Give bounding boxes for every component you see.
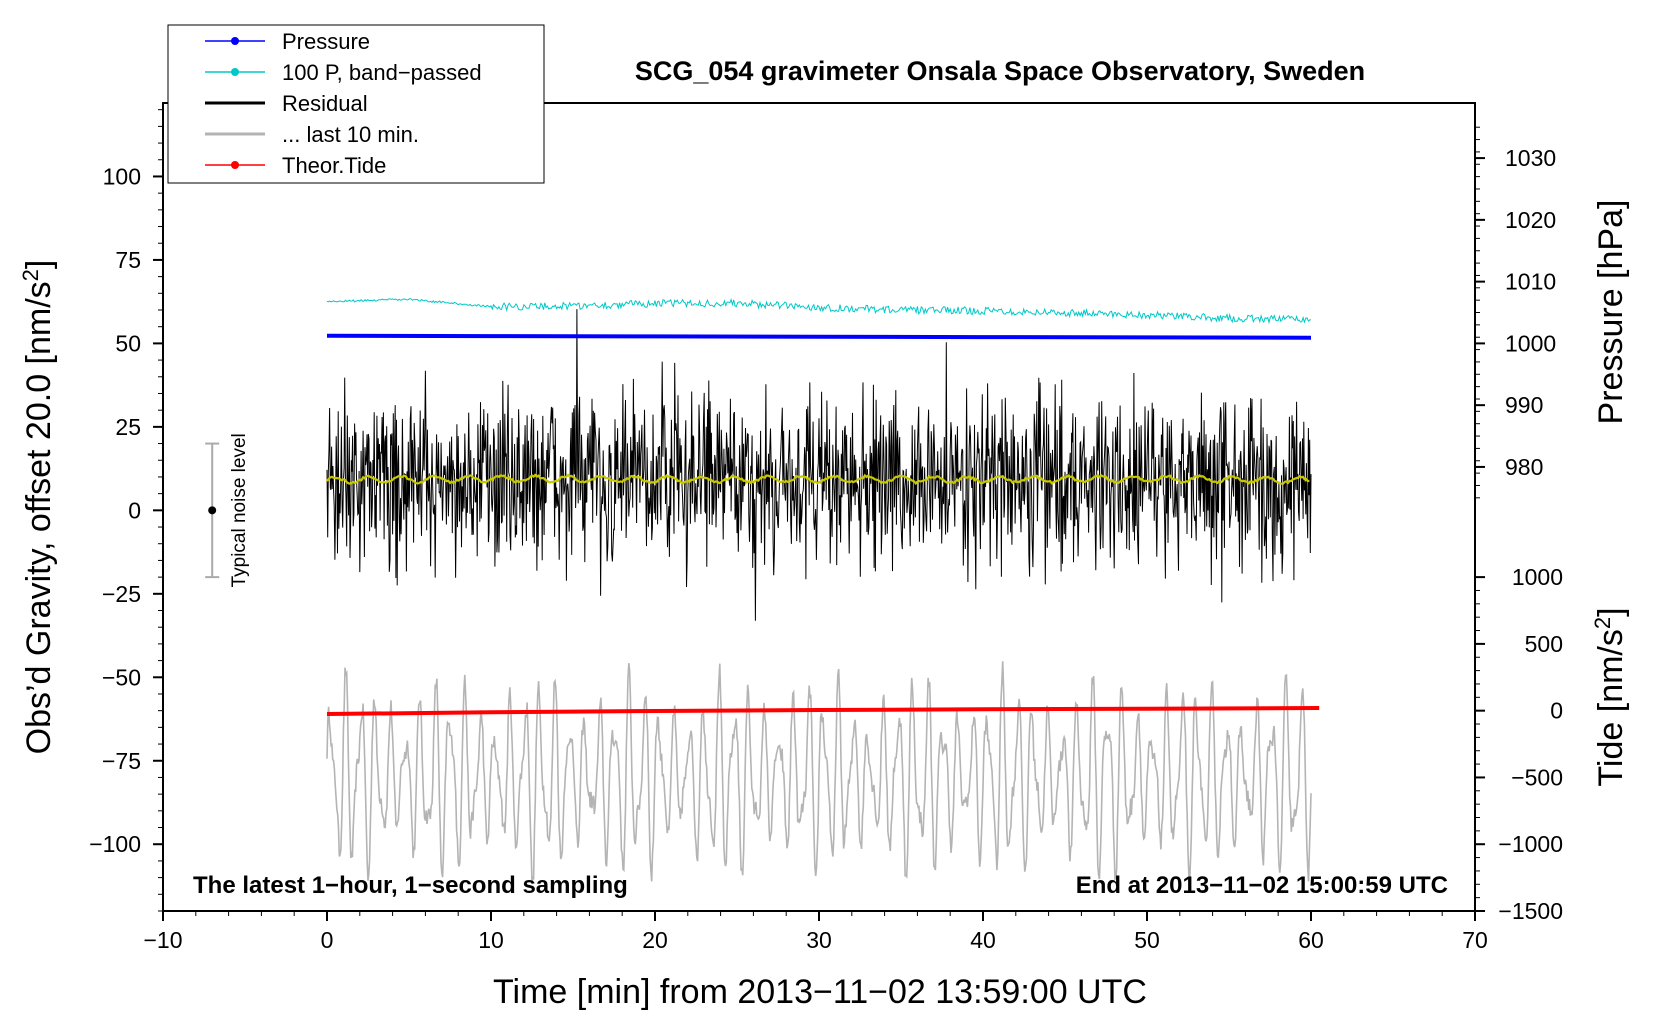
x-tick-label: 30 bbox=[806, 927, 832, 953]
y-tick-label: 100 bbox=[103, 163, 141, 189]
legend: Pressure 100 P, band−passed Residual ... la… bbox=[167, 24, 545, 184]
legend-label: 100 P, band−passed bbox=[282, 60, 482, 85]
legend-label: Pressure bbox=[282, 29, 370, 54]
noise-label: Typical noise level bbox=[229, 433, 250, 587]
pressure-tick-label: 1010 bbox=[1505, 269, 1556, 295]
tide-tick-label: −500 bbox=[1511, 764, 1563, 790]
y-tick-label: −75 bbox=[102, 748, 141, 774]
legend-marker bbox=[231, 37, 239, 45]
y-tick-label: −25 bbox=[102, 581, 141, 607]
y-tick-label: 75 bbox=[115, 247, 141, 273]
y-axis-title-pressure: Pressure [hPa] bbox=[1592, 200, 1630, 425]
tide-tick-label: 1000 bbox=[1512, 564, 1563, 590]
series-tide-line bbox=[326, 706, 1320, 716]
y-axis-title-tide: Tide [nm/s2] bbox=[1590, 607, 1631, 786]
x-tick-label: 0 bbox=[321, 927, 334, 953]
annotation-sampling: The latest 1−hour, 1−second sampling bbox=[193, 872, 628, 899]
y-tick-label: −50 bbox=[102, 664, 141, 690]
y-tick-label: 25 bbox=[115, 414, 141, 440]
tide-tick-label: 0 bbox=[1550, 698, 1563, 724]
axes-layer: −10 0 10 20 30 40 50 60 701007550250−25−50−75−10… bbox=[89, 109, 1563, 953]
series-band-passed-line bbox=[326, 298, 1312, 325]
series-residual-line bbox=[326, 309, 1312, 621]
x-axis-title: Time [min] from 2013−11−02 13:59:00 UTC bbox=[493, 973, 1147, 1011]
x-tick-label: −10 bbox=[143, 927, 182, 953]
legend-marker bbox=[231, 161, 239, 169]
x-tick-label: 10 bbox=[478, 927, 504, 953]
x-tick-label: 60 bbox=[1298, 927, 1324, 953]
tide-tick-label: −1000 bbox=[1498, 831, 1563, 857]
tide-tick-label: −1500 bbox=[1498, 898, 1563, 924]
y-tick-label: −100 bbox=[89, 831, 141, 857]
legend-label: Residual bbox=[282, 91, 368, 116]
legend-label: Theor.Tide bbox=[282, 153, 386, 178]
series-layer bbox=[326, 298, 1320, 884]
pressure-tick-label: 1020 bbox=[1505, 207, 1556, 233]
annotation-end-time: End at 2013−11−02 15:00:59 UTC bbox=[1076, 872, 1448, 899]
y-axis-title-left: Obs’d Gravity, offset 20.0 [nm/s2] bbox=[18, 260, 59, 755]
legend-box bbox=[167, 24, 545, 184]
y-tick-label: 0 bbox=[128, 497, 141, 523]
series-last-10-min-line bbox=[326, 661, 1312, 884]
chart-title: SCG_054 gravimeter Onsala Space Observat… bbox=[635, 56, 1365, 86]
series-residual-smoothed-line bbox=[326, 473, 1310, 486]
legend-marker bbox=[231, 68, 239, 76]
x-tick-label: 70 bbox=[1462, 927, 1488, 953]
series-pressure-line bbox=[326, 333, 1312, 340]
y-tick-label: 50 bbox=[115, 330, 141, 356]
x-tick-label: 20 bbox=[642, 927, 668, 953]
noise-center-dot bbox=[208, 506, 217, 515]
pressure-tick-label: 980 bbox=[1505, 454, 1543, 480]
pressure-tick-label: 990 bbox=[1505, 392, 1543, 418]
noise-indicator: Typical noise level bbox=[205, 433, 250, 587]
pressure-tick-label: 1000 bbox=[1505, 330, 1556, 356]
pressure-tick-label: 1030 bbox=[1505, 145, 1556, 171]
x-tick-label: 40 bbox=[970, 927, 996, 953]
x-tick-label: 50 bbox=[1134, 927, 1160, 953]
tide-tick-label: 500 bbox=[1525, 631, 1563, 657]
legend-label: ... last 10 min. bbox=[282, 122, 419, 147]
